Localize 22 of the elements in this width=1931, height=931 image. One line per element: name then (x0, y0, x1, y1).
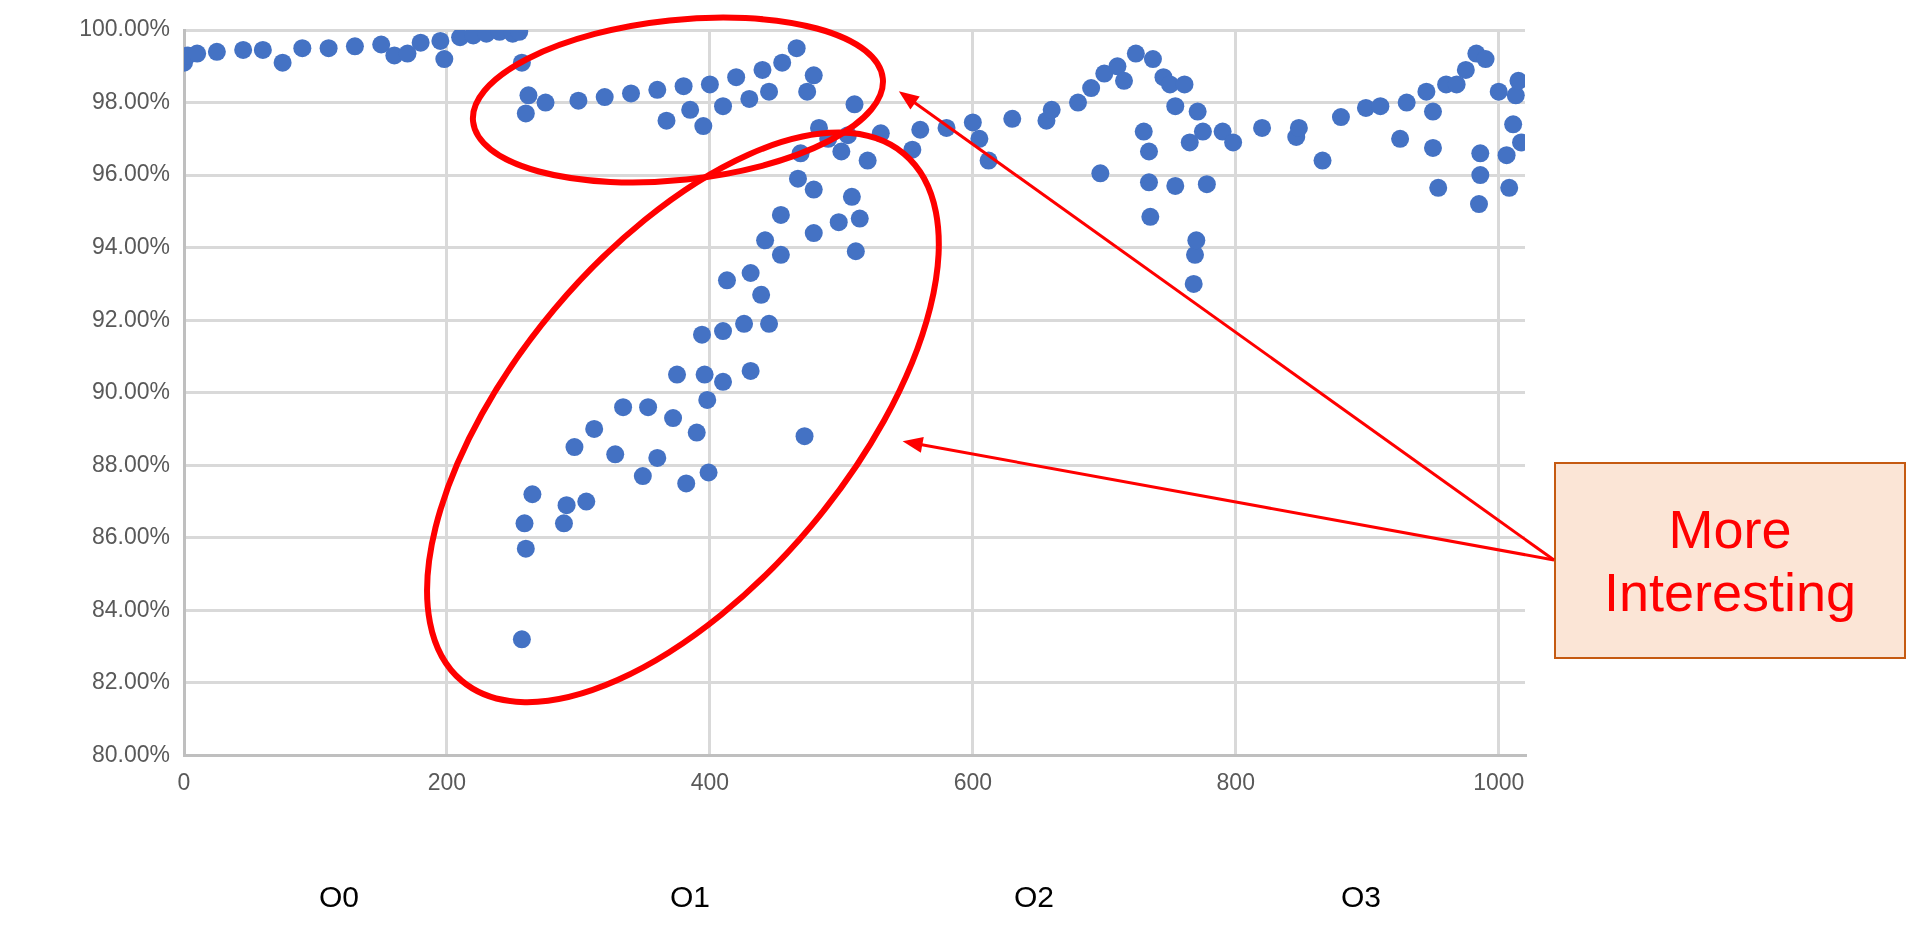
x-tick-label: 400 (690, 768, 730, 795)
text: O3 (1340, 880, 1382, 914)
y-tick-label: 80.00% (91, 740, 170, 767)
x-tick-label: 0 (177, 768, 191, 795)
text: O0 (318, 880, 360, 914)
y-tick-label: 96.00% (91, 160, 170, 187)
y-tick-label: 98.00% (91, 87, 170, 114)
x-tick-label: 600 (953, 768, 993, 795)
y-tick-label: 92.00% (91, 305, 170, 332)
text: O2 (1013, 880, 1055, 914)
x-tick-label: 200 (427, 768, 467, 795)
x-tick-label: 1000 (1473, 768, 1525, 795)
text: O1 (669, 880, 711, 914)
text: More Interesting (1554, 462, 1906, 659)
y-tick-label: 94.00% (91, 232, 170, 259)
y-tick-label: 88.00% (91, 450, 170, 477)
y-tick-label: 82.00% (91, 668, 170, 695)
y-tick-label: 100.00% (79, 15, 170, 42)
y-tick-label: 84.00% (91, 595, 170, 622)
y-tick-label: 86.00% (91, 523, 170, 550)
x-tick-label: 800 (1216, 768, 1255, 795)
y-tick-label: 90.00% (91, 378, 170, 405)
